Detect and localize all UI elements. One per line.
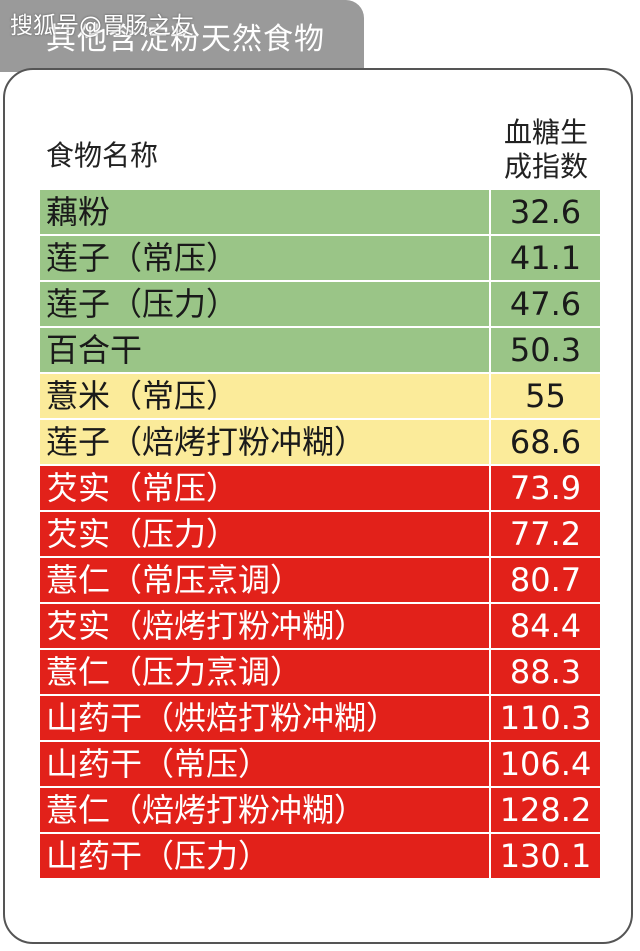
gi-value-cell: 55 bbox=[491, 374, 600, 418]
table-row: 百合干 50.3 bbox=[40, 328, 600, 372]
column-header-food-name: 食物名称 bbox=[46, 139, 159, 172]
gi-value-cell: 128.2 bbox=[491, 788, 600, 832]
table-row: 莲子（压力） 47.6 bbox=[40, 282, 600, 326]
gi-value-cell: 80.7 bbox=[491, 558, 600, 602]
column-header-glycemic-index: 血糖生 成指数 bbox=[492, 116, 600, 184]
table-row: 藕粉 32.6 bbox=[40, 190, 600, 234]
gi-value-cell: 110.3 bbox=[491, 696, 600, 740]
table-row: 芡实（焙烤打粉冲糊） 84.4 bbox=[40, 604, 600, 648]
food-name-cell: 藕粉 bbox=[40, 190, 489, 234]
gi-value-cell: 32.6 bbox=[491, 190, 600, 234]
food-name-cell: 百合干 bbox=[40, 328, 489, 372]
gi-value-cell: 47.6 bbox=[491, 282, 600, 326]
food-name-cell: 山药干（烘焙打粉冲糊） bbox=[40, 696, 489, 740]
gi-value-cell: 84.4 bbox=[491, 604, 600, 648]
food-name-cell: 芡实（常压） bbox=[40, 466, 489, 510]
column-header-gi-line2: 成指数 bbox=[503, 150, 588, 183]
table-row: 薏米（常压） 55 bbox=[40, 374, 600, 418]
watermark: 搜狐号@胃肠之友 bbox=[10, 13, 194, 39]
food-name-cell: 莲子（焙烤打粉冲糊） bbox=[40, 420, 489, 464]
gi-value-cell: 41.1 bbox=[491, 236, 600, 280]
food-gi-table: 藕粉 32.6 莲子（常压） 41.1 莲子（压力） 47.6 百合干 50.3 薏米（… bbox=[40, 190, 600, 880]
food-name-cell: 山药干（压力） bbox=[40, 834, 489, 878]
table-row: 薏仁（常压烹调） 80.7 bbox=[40, 558, 600, 602]
food-name-cell: 薏仁（焙烤打粉冲糊） bbox=[40, 788, 489, 832]
tab-title: 其他含淀粉天然食物 bbox=[46, 22, 325, 57]
food-name-cell: 薏米（常压） bbox=[40, 374, 489, 418]
column-header-gi-line1: 血糖生 bbox=[503, 116, 588, 149]
food-name-cell: 芡实（焙烤打粉冲糊） bbox=[40, 604, 489, 648]
gi-value-cell: 50.3 bbox=[491, 328, 600, 372]
table-row: 莲子（常压） 41.1 bbox=[40, 236, 600, 280]
food-name-cell: 芡实（压力） bbox=[40, 512, 489, 556]
food-name-cell: 薏仁（压力烹调） bbox=[40, 650, 489, 694]
food-name-cell: 莲子（常压） bbox=[40, 236, 489, 280]
table-row: 薏仁（焙烤打粉冲糊） 128.2 bbox=[40, 788, 600, 832]
gi-value-cell: 77.2 bbox=[491, 512, 600, 556]
table-row: 薏仁（压力烹调） 88.3 bbox=[40, 650, 600, 694]
gi-value-cell: 68.6 bbox=[491, 420, 600, 464]
table-row: 山药干（常压） 106.4 bbox=[40, 742, 600, 786]
gi-value-cell: 73.9 bbox=[491, 466, 600, 510]
table-row: 芡实（压力） 77.2 bbox=[40, 512, 600, 556]
table-row: 山药干（烘焙打粉冲糊） 110.3 bbox=[40, 696, 600, 740]
gi-value-cell: 88.3 bbox=[491, 650, 600, 694]
food-name-cell: 山药干（常压） bbox=[40, 742, 489, 786]
title-tab: 其他含淀粉天然食物 bbox=[0, 0, 364, 72]
gi-value-cell: 106.4 bbox=[491, 742, 600, 786]
table-row: 芡实（常压） 73.9 bbox=[40, 466, 600, 510]
food-name-cell: 莲子（压力） bbox=[40, 282, 489, 326]
gi-value-cell: 130.1 bbox=[491, 834, 600, 878]
food-name-cell: 薏仁（常压烹调） bbox=[40, 558, 489, 602]
table-row: 山药干（压力） 130.1 bbox=[40, 834, 600, 878]
table-row: 莲子（焙烤打粉冲糊） 68.6 bbox=[40, 420, 600, 464]
